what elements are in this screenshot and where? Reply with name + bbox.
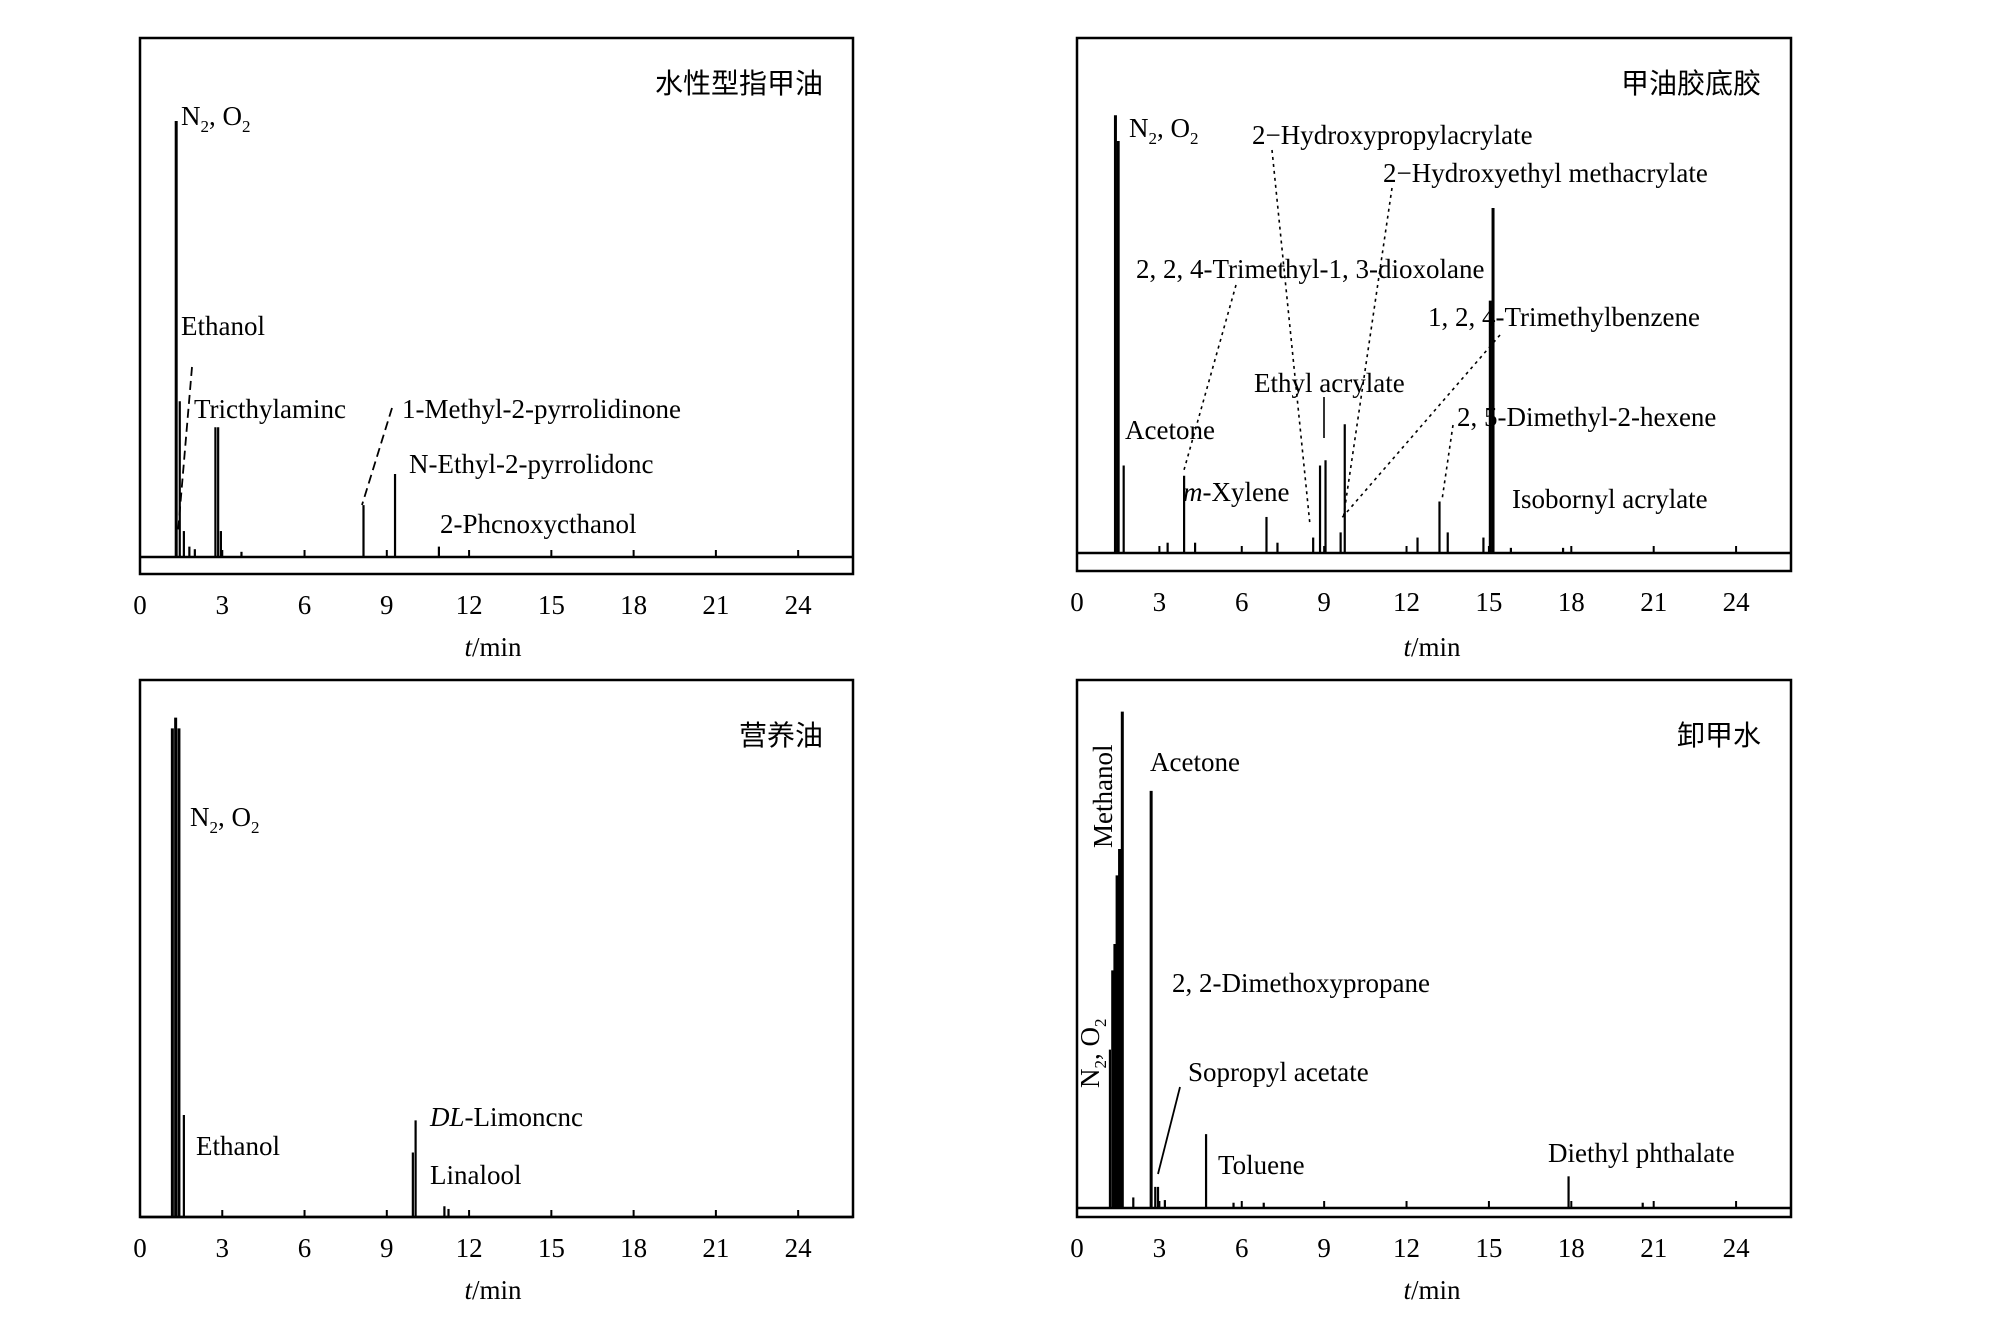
x-tick-label: 9: [1317, 1233, 1331, 1263]
x-tick-label: 3: [216, 1233, 230, 1263]
peak-label-ethanol: Ethanol: [196, 1131, 280, 1161]
peak-label-phenoxyethanol: 2-Phcnoxycthanol: [440, 509, 636, 539]
x-tick-label: 0: [1070, 587, 1084, 617]
peak-label-ethanol: Ethanol: [181, 311, 265, 341]
x-tick-marks: [139, 1210, 800, 1217]
panel-title: 水性型指甲油: [655, 67, 823, 100]
x-tick-labels: 0 3 6 9 12 15 18 21 24: [133, 1233, 812, 1263]
x-tick-label: 15: [538, 590, 565, 620]
plot-frame: [138, 36, 855, 576]
panel-title: 营养油: [739, 719, 823, 752]
plot-frame: [1075, 36, 1793, 573]
panel-title: 卸甲水: [1677, 719, 1761, 752]
x-tick-label: 21: [702, 1233, 729, 1263]
chart-panel-4: 0 3 6 9 12 15 18 21 24 卸甲水 t/min Methanol Aceton…: [1070, 678, 1793, 1305]
peak-label-m-xylene: m-Xylene: [1183, 477, 1289, 507]
peak-label-hydroxypropylacrylate: 2−Hydroxypropylacrylate: [1252, 120, 1533, 150]
peak-label-linalool: Linalool: [430, 1160, 521, 1190]
chart-panel-2: 0 3 6 9 12 15 18 21 24 甲油胶底胶 t/min N2, O2 2−Hydr…: [1070, 36, 1793, 662]
x-tick-label: 9: [380, 1233, 394, 1263]
peak-label-diethyl-phthalate: Diethyl phthalate: [1548, 1138, 1735, 1168]
peak-label-n2-o2: N2, O2: [181, 101, 251, 136]
x-axis-label: t/min: [464, 1275, 522, 1305]
plot-frame: [1075, 678, 1793, 1219]
x-tick-label: 3: [216, 590, 230, 620]
x-tick-label: 6: [1235, 587, 1249, 617]
peak-series: [170, 717, 450, 1217]
x-tick-labels: 0 3 6 9 12 15 18 21 24: [133, 590, 812, 620]
x-tick-label: 6: [1235, 1233, 1249, 1263]
peak-series: [1108, 711, 1644, 1208]
peak-label-hydroxyethyl-methacrylate: 2−Hydroxyethyl methacrylate: [1383, 158, 1708, 188]
x-tick-marks: [139, 550, 800, 557]
peak-label-n2-o2: N2, O2: [190, 802, 260, 837]
x-tick-label: 6: [298, 590, 312, 620]
x-tick-label: 21: [1640, 1233, 1667, 1263]
peak-label-toluene: Toluene: [1218, 1150, 1305, 1180]
panel-title: 甲油胶底胶: [1621, 67, 1761, 100]
x-tick-label: 12: [1393, 587, 1420, 617]
x-tick-label: 9: [380, 590, 394, 620]
peak-label-trimethyl-dioxolane: 2, 2, 4-Trimethyl-1, 3-dioxolane: [1136, 254, 1484, 284]
peak-series: [1113, 115, 1565, 553]
x-tick-label: 15: [1475, 1233, 1502, 1263]
x-axis-label: t/min: [464, 632, 522, 662]
x-tick-label: 0: [1070, 1233, 1084, 1263]
x-tick-label: 15: [1475, 587, 1502, 617]
chart-panel-3: 0 3 6 9 12 15 18 21 24 营养油 t/min N2, O2 Ethanol …: [133, 678, 855, 1305]
peak-label-trimethylbenzene: 1, 2, 4-Trimethylbenzene: [1428, 302, 1700, 332]
peak-label-limonene: DL-Limoncnc: [429, 1102, 583, 1132]
peak-label-acetone: Acetone: [1125, 415, 1215, 445]
peak-label-ethyl-acrylate: Ethyl acrylate: [1254, 368, 1405, 398]
peak-label-n2-o2: N2, O2: [1075, 1019, 1110, 1089]
peak-label-dimethyl-hexene: 2, 5-Dimethyl-2-hexene: [1457, 402, 1716, 432]
x-tick-label: 12: [456, 590, 483, 620]
x-tick-labels: 0 3 6 9 12 15 18 21 24: [1070, 587, 1750, 617]
x-axis-label: t/min: [1403, 632, 1461, 662]
x-tick-label: 0: [133, 1233, 147, 1263]
x-tick-label: 9: [1317, 587, 1331, 617]
x-tick-label: 12: [1393, 1233, 1420, 1263]
x-tick-label: 18: [620, 590, 647, 620]
peak-series: [174, 121, 441, 557]
x-axis-label: t/min: [1403, 1275, 1461, 1305]
pyrrolidinone-leader-line: [361, 407, 393, 506]
peak-label-methanol: Methanol: [1088, 745, 1118, 848]
x-tick-label: 15: [538, 1233, 565, 1263]
x-tick-label: 12: [456, 1233, 483, 1263]
x-tick-label: 18: [1558, 1233, 1585, 1263]
dimethylhexene-leader-line: [1441, 424, 1454, 501]
x-tick-label: 24: [785, 590, 813, 620]
peak-label-acetone: Acetone: [1150, 747, 1240, 777]
hydroxyethyl-leader-line: [1342, 187, 1393, 521]
x-tick-marks: [1076, 1201, 1738, 1208]
peak-label-isopropyl-acetate: Sopropyl acetate: [1188, 1057, 1369, 1087]
peak-label-triethylamine: Tricthylaminc: [194, 394, 346, 424]
chart-panel-1: 0 3 6 9 12 15 18 21 24 水性型指甲油 t/min N2, O2 Ethan…: [133, 36, 855, 662]
x-tick-label: 6: [298, 1233, 312, 1263]
x-tick-labels: 0 3 6 9 12 15 18 21 24: [1070, 1233, 1750, 1263]
x-tick-label: 21: [702, 590, 729, 620]
x-tick-label: 24: [785, 1233, 813, 1263]
peak-label-isobornyl-acrylate: Isobornyl acrylate: [1512, 484, 1708, 514]
x-tick-label: 0: [133, 590, 147, 620]
x-tick-marks: [1076, 546, 1738, 553]
x-tick-label: 18: [1558, 587, 1585, 617]
x-tick-label: 3: [1153, 1233, 1167, 1263]
peak-label-n2-o2: N2, O2: [1129, 113, 1199, 148]
peak-label-ethyl-pyrrolidone: N-Ethyl-2-pyrrolidonc: [409, 449, 653, 479]
isopropyl-acetate-leader-line: [1157, 1086, 1181, 1175]
x-tick-label: 3: [1153, 587, 1167, 617]
x-tick-label: 18: [620, 1233, 647, 1263]
x-tick-label: 21: [1640, 587, 1667, 617]
peak-label-dimethoxypropane: 2, 2-Dimethoxypropane: [1172, 968, 1430, 998]
x-tick-label: 24: [1723, 587, 1751, 617]
hydroxypropyl-leader-line: [1271, 149, 1311, 526]
trimethylbenzene-leader-line: [1339, 334, 1501, 521]
peak-label-methyl-pyrrolidinone: 1-Methyl-2-pyrrolidinone: [402, 394, 681, 424]
x-tick-label: 24: [1723, 1233, 1751, 1263]
